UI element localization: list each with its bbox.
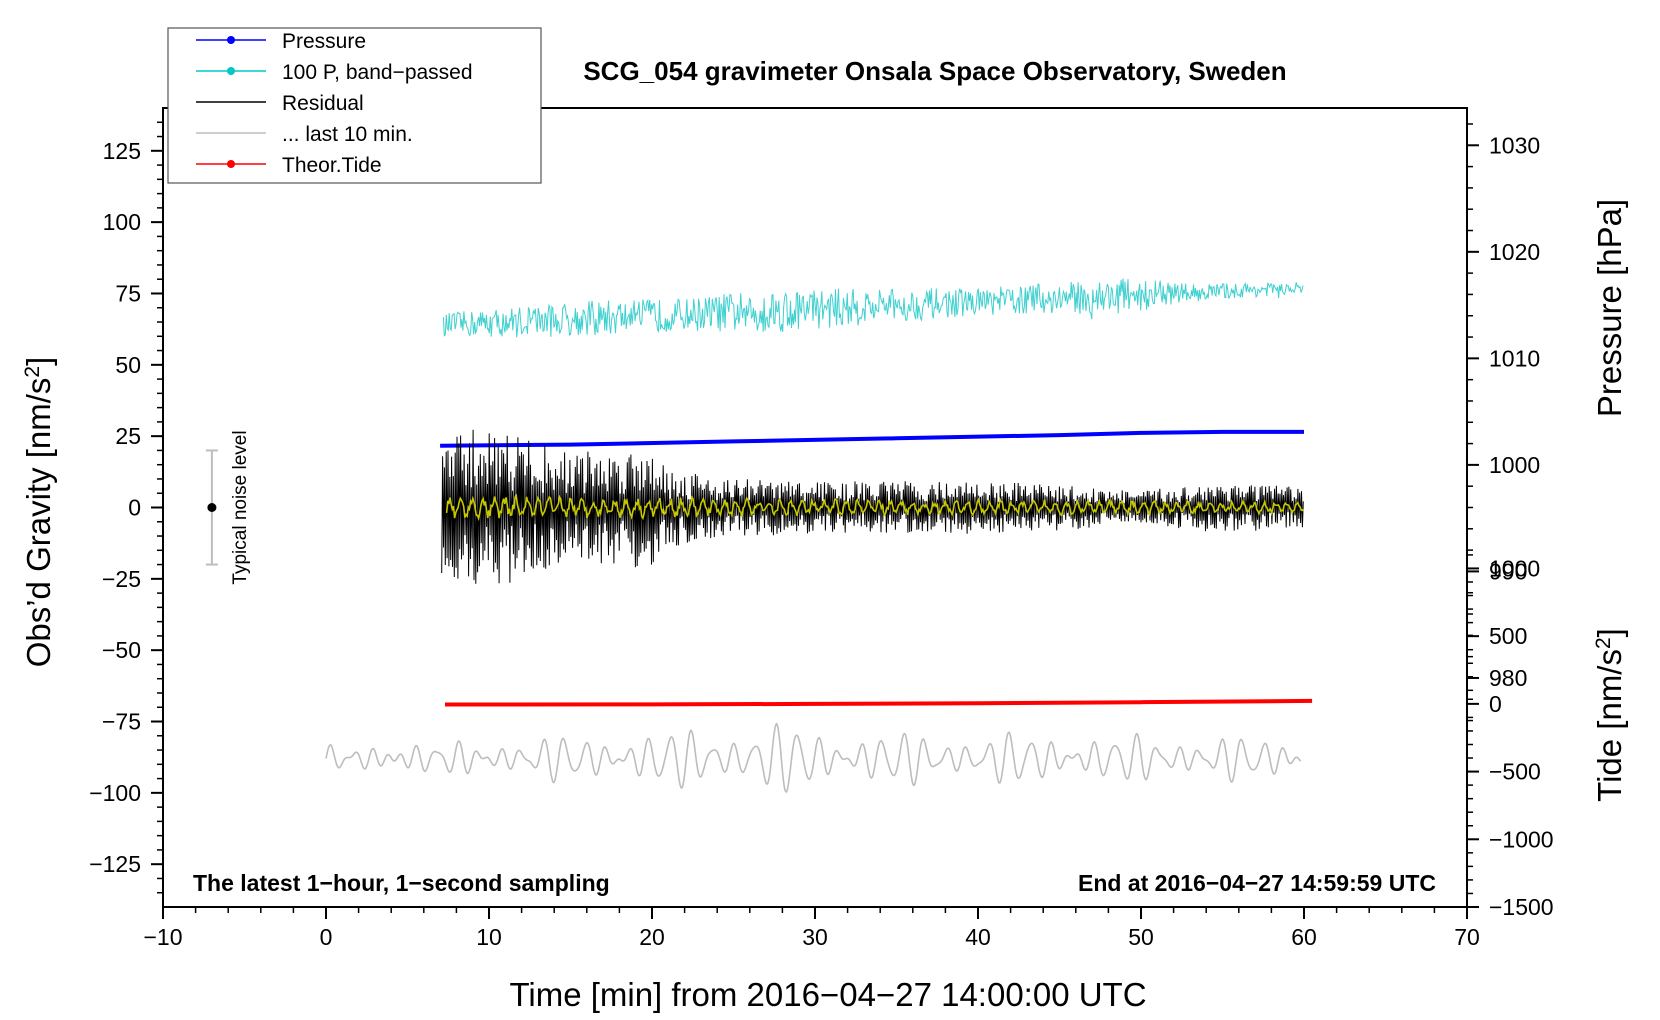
x-tick-label: 40 bbox=[965, 924, 991, 950]
series-line-residual-smoothed bbox=[445, 493, 1305, 522]
y-left-tick-label: 75 bbox=[115, 280, 141, 306]
tide-tick-label: −500 bbox=[1489, 759, 1541, 785]
series-line-residual bbox=[441, 429, 1304, 584]
y-left-axis-title-sup: 2 bbox=[21, 366, 44, 378]
legend-marker bbox=[227, 36, 235, 44]
tide-tick-label: 1000 bbox=[1489, 555, 1540, 581]
tide-axis-title-main: Tide [nm/s bbox=[1591, 649, 1628, 802]
y-left-tick-label: −50 bbox=[102, 637, 141, 663]
legend-label: 100 P, band−passed bbox=[282, 61, 473, 84]
tide-tick-label: 0 bbox=[1489, 691, 1502, 717]
chart-title: SCG_054 gravimeter Onsala Space Observat… bbox=[583, 56, 1286, 86]
y-left-tick-label: −75 bbox=[102, 709, 141, 735]
tide-axis-title-close: ] bbox=[1591, 628, 1628, 637]
y-left-tick-label: 100 bbox=[103, 209, 141, 235]
x-tick-label: 10 bbox=[476, 924, 502, 950]
x-tick-label: 30 bbox=[802, 924, 828, 950]
x-tick-label: 0 bbox=[320, 924, 333, 950]
x-tick-label: 20 bbox=[639, 924, 665, 950]
pressure-tick-label: 1010 bbox=[1489, 345, 1540, 371]
y-left-tick-label: 0 bbox=[128, 495, 141, 521]
series-line-theor-tide bbox=[444, 698, 1313, 707]
tide-tick-label: 500 bbox=[1489, 623, 1527, 649]
series-line-pressure bbox=[440, 429, 1304, 448]
y-left-tick-label: −25 bbox=[102, 566, 141, 592]
noise-level-indicator: Typical noise level bbox=[205, 430, 251, 585]
x-axis-title: Time [min] from 2016−04−27 14:00:00 UTC bbox=[509, 976, 1146, 1013]
legend-label: Theor.Tide bbox=[282, 154, 382, 177]
x-tick-label: 60 bbox=[1291, 924, 1317, 950]
x-tick-label: 50 bbox=[1128, 924, 1154, 950]
legend-marker bbox=[227, 160, 235, 168]
noise-bar-center-dot bbox=[207, 503, 217, 512]
pressure-tick-label: 980 bbox=[1489, 665, 1527, 691]
footer-right-note: End at 2016−04−27 14:59:59 UTC bbox=[1078, 870, 1436, 896]
series-line-last-10-min bbox=[325, 722, 1302, 793]
x-tick-label: −10 bbox=[143, 924, 182, 950]
x-tick-label: 70 bbox=[1454, 924, 1480, 950]
pressure-tick-label: 1020 bbox=[1489, 239, 1540, 265]
legend-label: Pressure bbox=[282, 30, 366, 53]
y-left-tick-label: −125 bbox=[89, 851, 141, 877]
legend-box bbox=[167, 27, 542, 184]
tide-axis-title-sup: 2 bbox=[1592, 637, 1615, 649]
pressure-tick-label: 1030 bbox=[1489, 132, 1540, 158]
tide-tick-label: −1500 bbox=[1489, 894, 1554, 920]
tide-axis-title: Tide [nm/s2] bbox=[1591, 628, 1628, 802]
series-line-pressure-band-passed bbox=[442, 278, 1304, 338]
y-left-tick-label: 50 bbox=[115, 352, 141, 378]
tide-tick-label: −1000 bbox=[1489, 826, 1554, 852]
legend-label: Residual bbox=[282, 92, 364, 115]
pressure-axis-title: Pressure [hPa] bbox=[1591, 199, 1628, 417]
legend-label: ... last 10 min. bbox=[282, 123, 413, 146]
series-layer bbox=[325, 278, 1313, 793]
axis-ticks: −10 0 10 20 30 40 50 60 701251007550250−25−50−75… bbox=[89, 121, 1554, 950]
legend: Pressure 100 P, band−passed Residual ... la… bbox=[167, 27, 542, 184]
footer-left-note: The latest 1−hour, 1−second sampling bbox=[193, 870, 610, 896]
y-left-axis-title-main: Obs’d Gravity [nm/s bbox=[20, 378, 57, 668]
pressure-tick-label: 1000 bbox=[1489, 452, 1540, 478]
pressure-tick-label: 990 bbox=[1489, 558, 1527, 584]
noise-level-label: Typical noise level bbox=[230, 430, 251, 584]
y-left-tick-label: −100 bbox=[89, 780, 141, 806]
y-left-axis-title-close: ] bbox=[20, 357, 57, 366]
legend-marker bbox=[227, 67, 235, 75]
y-left-tick-label: 25 bbox=[115, 423, 141, 449]
y-left-axis-title: Obs’d Gravity [nm/s2] bbox=[20, 357, 57, 668]
y-left-tick-label: 125 bbox=[103, 138, 141, 164]
